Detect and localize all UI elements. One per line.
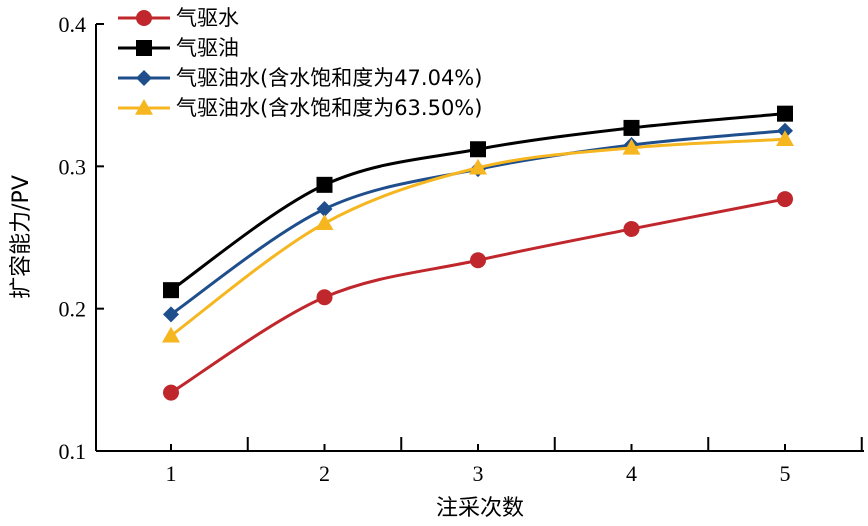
y-tick-label: 0.1 bbox=[59, 439, 87, 464]
data-point bbox=[163, 384, 179, 401]
data-point bbox=[470, 141, 486, 158]
x-tick-label: 2 bbox=[319, 461, 330, 486]
data-point bbox=[316, 176, 333, 193]
legend-marker bbox=[136, 70, 152, 86]
legend-marker bbox=[136, 10, 152, 26]
series-line bbox=[170, 197, 786, 394]
series-layer bbox=[162, 105, 794, 401]
legend-label: 气驱油水(含水饱和度为47.04%) bbox=[176, 66, 482, 90]
legend-marker bbox=[136, 40, 152, 56]
data-point bbox=[623, 119, 640, 136]
y-tick-label: 0.3 bbox=[59, 154, 87, 179]
x-axis-title: 注采次数 bbox=[436, 496, 524, 521]
y-ticks: 0.1 0.2 0.3 0.4 bbox=[59, 12, 104, 464]
series-4 bbox=[162, 130, 794, 343]
legend-label: 气驱油 bbox=[176, 36, 239, 60]
y-axis-title: 扩容能力/PV bbox=[9, 175, 34, 299]
data-point bbox=[163, 306, 179, 323]
data-point bbox=[777, 191, 793, 208]
y-tick-label: 0.2 bbox=[59, 297, 87, 322]
legend-entry: 气驱油水(含水饱和度为63.50%) bbox=[118, 96, 482, 120]
y-tick-label: 0.4 bbox=[59, 12, 87, 37]
data-point bbox=[777, 105, 793, 122]
x-tick-label: 3 bbox=[473, 461, 484, 486]
legend-entry: 气驱油 bbox=[118, 36, 239, 60]
data-point bbox=[316, 201, 333, 218]
x-tick-label: 5 bbox=[780, 461, 791, 486]
x-tick-label: 4 bbox=[626, 461, 637, 486]
data-point bbox=[469, 158, 487, 175]
axes: 0.1 0.2 0.3 0.4 1 2 3 4 5 bbox=[59, 12, 864, 486]
legend-label: 气驱油水(含水饱和度为63.50%) bbox=[176, 96, 482, 120]
x-ticks: 1 2 3 4 5 bbox=[166, 437, 863, 486]
legend-entry: 气驱油水(含水饱和度为47.04%) bbox=[118, 66, 482, 90]
data-point bbox=[315, 214, 334, 231]
series-1 bbox=[163, 191, 793, 401]
data-point bbox=[470, 252, 486, 269]
data-point bbox=[623, 220, 640, 237]
data-point bbox=[776, 130, 794, 147]
series-2 bbox=[163, 105, 793, 299]
data-point bbox=[622, 138, 641, 155]
x-tick-label: 1 bbox=[166, 461, 177, 486]
legend-label: 气驱水 bbox=[176, 6, 239, 30]
legend-entry: 气驱水 bbox=[118, 6, 239, 30]
legend-marker bbox=[135, 99, 153, 115]
data-point bbox=[162, 326, 180, 343]
data-point bbox=[316, 289, 333, 306]
data-point bbox=[163, 282, 179, 299]
